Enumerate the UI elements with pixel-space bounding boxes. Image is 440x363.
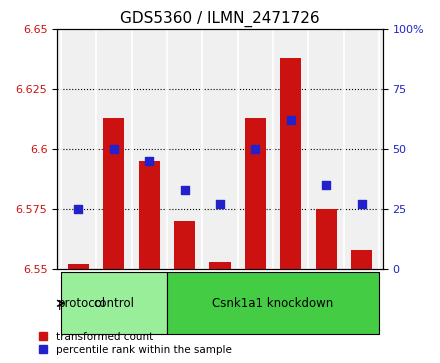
Point	[287, 117, 294, 123]
Point	[216, 201, 224, 207]
Bar	[351, 250, 372, 269]
Point	[75, 206, 82, 212]
Point	[323, 182, 330, 188]
Text: Csnk1a1 knockdown: Csnk1a1 knockdown	[213, 297, 334, 310]
Bar	[315, 209, 337, 269]
FancyBboxPatch shape	[61, 273, 167, 334]
Bar	[209, 262, 231, 269]
Bar	[103, 118, 125, 269]
Bar	[174, 221, 195, 269]
Bar	[139, 161, 160, 269]
Point	[181, 187, 188, 193]
Point	[146, 158, 153, 164]
Text: GDS5360 / ILMN_2471726: GDS5360 / ILMN_2471726	[120, 11, 320, 27]
FancyBboxPatch shape	[167, 273, 379, 334]
Text: control: control	[93, 297, 134, 310]
Point	[252, 146, 259, 152]
Point	[358, 201, 365, 207]
Legend: transformed count, percentile rank within the sample: transformed count, percentile rank withi…	[36, 329, 235, 358]
Bar	[245, 118, 266, 269]
Bar	[280, 58, 301, 269]
Text: protocol: protocol	[58, 297, 106, 310]
Point	[110, 146, 117, 152]
Bar	[68, 264, 89, 269]
